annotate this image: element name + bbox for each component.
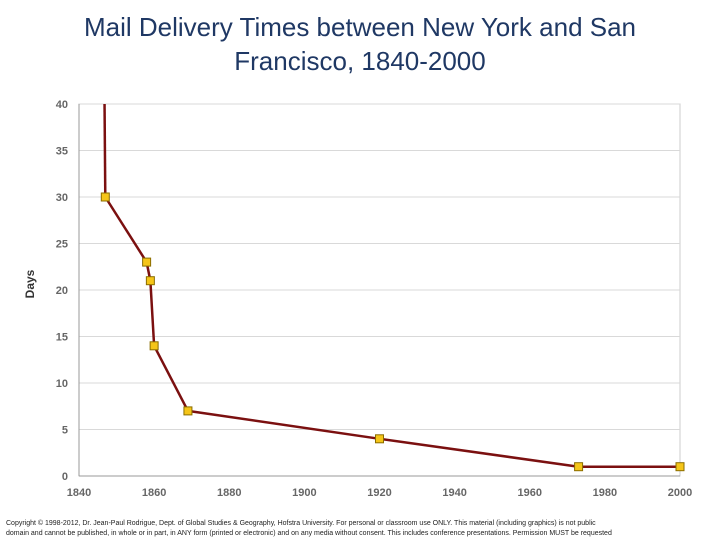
- copyright-line-1: Copyright © 1998-2012, Dr. Jean-Paul Rod…: [6, 520, 596, 527]
- x-tick-label: 1880: [217, 487, 241, 499]
- data-point: [100, 192, 110, 202]
- y-axis-label: Days: [23, 269, 37, 298]
- data-point: [375, 434, 384, 444]
- y-tick-label: 25: [56, 239, 68, 251]
- x-tick-label: 1980: [593, 487, 617, 499]
- chart-title-line-2: Francisco, 1840-2000: [234, 46, 486, 76]
- y-tick-label: 15: [56, 332, 68, 344]
- data-point: [149, 341, 159, 351]
- axes: [78, 104, 680, 477]
- x-tick-label: 1960: [518, 487, 542, 499]
- data-point: [183, 406, 193, 416]
- y-tick-label: 40: [56, 99, 68, 111]
- series-leading-segment: [103, 103, 107, 198]
- x-tick-labels: 1840 1860 1880 1900 1920 1940 1960 1980 2000: [67, 487, 692, 499]
- x-tick-label: 2000: [668, 487, 692, 499]
- y-tick-label: 35: [56, 146, 68, 158]
- data-point: [574, 462, 584, 472]
- y-tick-label: 5: [62, 425, 68, 437]
- gridlines: [79, 103, 680, 430]
- line-chart: 0 5 10 15 20 25 30 35 40 1840 1860 1880 1900 1920 194…: [23, 99, 692, 499]
- y-tick-labels: 0 5 10 15 20 25 30 35 40: [56, 99, 68, 483]
- x-tick-label: 1840: [67, 487, 91, 499]
- copyright-footer: Copyright © 1998-2012, Dr. Jean-Paul Rod…: [6, 519, 714, 539]
- chart-title: Mail Delivery Times between New York and…: [0, 10, 720, 78]
- x-tick-label: 1920: [367, 487, 391, 499]
- x-tick-label: 1900: [292, 487, 316, 499]
- chart-title-line-1: Mail Delivery Times between New York and…: [83, 12, 637, 42]
- x-tick-label: 1940: [442, 487, 466, 499]
- y-tick-label: 30: [56, 192, 68, 204]
- series-group: [100, 103, 685, 472]
- y-tick-label: 10: [56, 378, 68, 390]
- data-point: [675, 462, 685, 472]
- data-point: [145, 276, 155, 286]
- x-tick-label: 1860: [142, 487, 166, 499]
- y-tick-label: 0: [62, 471, 68, 483]
- data-point: [142, 257, 152, 267]
- copyright-line-2: domain and cannot be published, in whole…: [6, 530, 612, 537]
- series-line: [104, 196, 680, 468]
- y-tick-label: 20: [56, 285, 68, 297]
